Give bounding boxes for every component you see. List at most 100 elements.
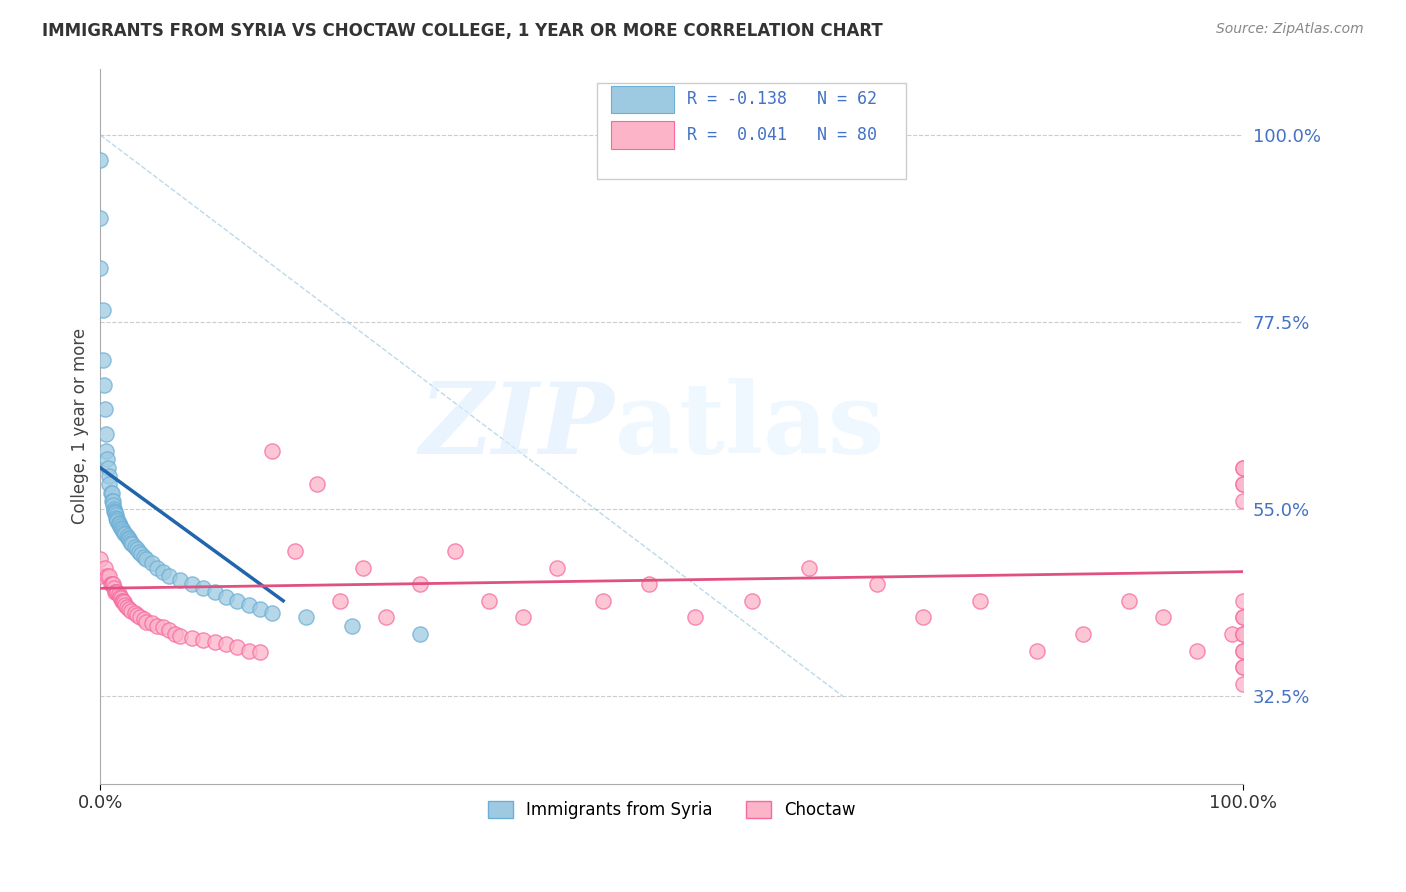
Point xyxy=(478,594,501,608)
Point xyxy=(1232,610,1254,624)
Point xyxy=(101,485,124,500)
Point xyxy=(180,631,202,645)
Point xyxy=(169,629,191,643)
Point xyxy=(249,602,271,616)
Point xyxy=(124,540,146,554)
Point xyxy=(131,547,153,561)
Point xyxy=(152,620,174,634)
Point xyxy=(98,569,121,583)
Point xyxy=(107,514,129,528)
Point xyxy=(180,577,202,591)
Point xyxy=(89,211,111,226)
Point xyxy=(238,643,260,657)
Point xyxy=(105,585,128,599)
Point xyxy=(98,477,121,491)
Point xyxy=(120,533,142,548)
Point xyxy=(105,510,128,524)
Point xyxy=(1232,477,1254,491)
Point xyxy=(89,569,111,583)
Point xyxy=(1232,477,1254,491)
Point xyxy=(1152,610,1174,624)
Point xyxy=(111,594,134,608)
Point xyxy=(912,610,935,624)
Point xyxy=(120,604,142,618)
FancyBboxPatch shape xyxy=(612,86,673,113)
Point xyxy=(107,585,129,599)
Point xyxy=(969,594,991,608)
Point xyxy=(103,502,125,516)
Point xyxy=(94,444,117,458)
Point xyxy=(97,460,120,475)
Point xyxy=(340,618,363,632)
Point xyxy=(1026,643,1049,657)
Point xyxy=(329,594,352,608)
Point xyxy=(169,573,191,587)
Text: Source: ZipAtlas.com: Source: ZipAtlas.com xyxy=(1216,22,1364,37)
Point xyxy=(103,504,125,518)
Point xyxy=(89,153,111,167)
Point xyxy=(115,529,138,543)
Point xyxy=(100,577,122,591)
Point xyxy=(163,627,186,641)
Point xyxy=(96,452,118,467)
Point xyxy=(146,618,169,632)
Point xyxy=(1232,643,1254,657)
Point xyxy=(98,469,121,483)
Point xyxy=(108,590,131,604)
Point xyxy=(1232,660,1254,674)
Point xyxy=(1232,460,1254,475)
Point xyxy=(1232,594,1254,608)
FancyBboxPatch shape xyxy=(612,121,673,149)
Point xyxy=(135,615,157,629)
Point xyxy=(129,610,152,624)
Point xyxy=(1220,627,1243,641)
Point xyxy=(107,517,129,532)
Point xyxy=(152,565,174,579)
Point xyxy=(866,577,889,591)
Point xyxy=(797,560,820,574)
Point xyxy=(91,352,114,367)
Point xyxy=(157,569,180,583)
Point xyxy=(110,591,132,606)
Point xyxy=(101,577,124,591)
Text: R =  0.041   N = 80: R = 0.041 N = 80 xyxy=(686,126,876,144)
Point xyxy=(592,594,614,608)
Point xyxy=(157,623,180,637)
Text: atlas: atlas xyxy=(614,377,884,475)
Text: ZIP: ZIP xyxy=(419,378,614,475)
Point xyxy=(107,587,129,601)
Point xyxy=(96,569,118,583)
Point xyxy=(112,525,135,540)
Point xyxy=(1071,627,1094,641)
Point xyxy=(215,590,238,604)
Text: R = -0.138   N = 62: R = -0.138 N = 62 xyxy=(686,90,876,108)
Point xyxy=(107,512,129,526)
Point xyxy=(132,612,155,626)
Point xyxy=(114,598,136,612)
Point xyxy=(204,585,226,599)
Point xyxy=(103,582,125,596)
Point xyxy=(260,444,283,458)
Point xyxy=(89,552,111,566)
Point xyxy=(117,531,139,545)
Point xyxy=(193,582,215,596)
Point xyxy=(94,402,117,417)
Point xyxy=(94,427,117,442)
Point xyxy=(1187,643,1209,657)
Point xyxy=(637,577,659,591)
Point xyxy=(104,507,127,521)
Point xyxy=(121,537,143,551)
Point xyxy=(204,635,226,649)
Point xyxy=(1232,610,1254,624)
Point xyxy=(1232,643,1254,657)
Point xyxy=(193,632,215,647)
Point xyxy=(146,560,169,574)
Point xyxy=(101,498,124,512)
Point xyxy=(375,610,398,624)
Point xyxy=(105,508,128,522)
Point xyxy=(101,494,124,508)
Point xyxy=(741,594,763,608)
Point xyxy=(111,522,134,536)
Point xyxy=(101,494,124,508)
Y-axis label: College, 1 year or more: College, 1 year or more xyxy=(72,328,89,524)
